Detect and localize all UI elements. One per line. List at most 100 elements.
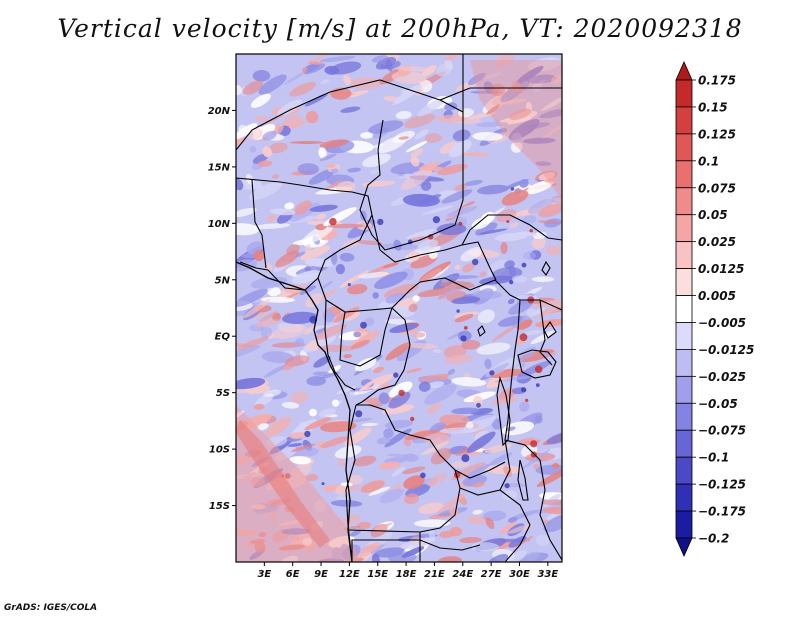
field-blob	[318, 408, 337, 418]
field-blob	[466, 431, 496, 453]
field-blob	[411, 332, 426, 338]
field-blob	[454, 264, 461, 270]
field-blob	[237, 336, 270, 351]
field-blob	[496, 209, 517, 223]
field-blob	[507, 517, 518, 523]
field-blob	[309, 408, 317, 417]
field-blob	[510, 141, 523, 153]
field-blob	[531, 236, 546, 250]
colorbar-max-arrow	[675, 61, 693, 81]
field-blob	[253, 403, 265, 410]
field-blob	[494, 232, 528, 242]
field-blob	[552, 462, 560, 469]
field-blob	[502, 490, 518, 501]
field-blob	[314, 324, 347, 340]
field-blob	[419, 267, 442, 284]
colorbar-swatch	[675, 214, 693, 243]
colorbar-swatch	[675, 510, 693, 539]
field-blob	[236, 207, 257, 218]
field-blob	[299, 285, 317, 295]
field-blob	[236, 85, 242, 96]
field-blob	[353, 331, 362, 338]
field-blob	[383, 283, 419, 298]
field-blob	[250, 93, 271, 108]
field-blob	[308, 340, 319, 352]
field-blob	[424, 133, 442, 143]
field-blob	[391, 466, 406, 477]
field-blob	[304, 63, 326, 74]
field-blob	[250, 276, 288, 289]
colorbar-swatch	[675, 483, 693, 512]
field-blob	[467, 72, 486, 86]
field-blob	[470, 542, 500, 552]
field-blob	[476, 342, 511, 355]
field-blob	[424, 384, 457, 405]
lon-label: 15E	[367, 569, 388, 580]
field-blob	[359, 379, 376, 392]
field-blob	[448, 139, 472, 158]
map-frame	[235, 53, 563, 563]
field-blob	[319, 153, 337, 161]
field-blob	[526, 74, 558, 84]
field-blob	[518, 349, 555, 363]
field-blob	[307, 61, 325, 65]
colorbar-swatch	[675, 322, 693, 350]
field-blob	[282, 362, 295, 371]
field-blob	[236, 377, 266, 390]
field-blob	[533, 463, 540, 470]
field-blob	[402, 193, 440, 207]
field-blob	[253, 249, 265, 262]
field-blob	[542, 118, 562, 139]
field-blob	[309, 204, 338, 212]
field-blob	[489, 83, 506, 96]
field-blob	[263, 364, 287, 378]
field-blob	[270, 208, 296, 216]
field-blob	[527, 198, 554, 214]
field-blob	[339, 252, 355, 262]
field-blob	[484, 358, 492, 369]
field-blob	[403, 438, 412, 447]
field-blob	[531, 82, 543, 92]
field-blob	[386, 59, 393, 72]
colorbar-swatch	[675, 133, 693, 162]
field-blob	[543, 513, 562, 533]
field-blob	[395, 110, 412, 120]
field-blob	[511, 275, 528, 283]
colorbar-label: 0.05	[698, 208, 728, 222]
lon-label: 21E	[424, 569, 445, 580]
field-blob	[417, 287, 454, 297]
field-blob	[271, 324, 307, 339]
field-blob	[423, 433, 451, 446]
colorbar-swatch	[675, 187, 693, 216]
field-blob	[372, 553, 381, 562]
field-blob	[522, 215, 537, 225]
field-blob	[262, 130, 277, 141]
colorbar-label: 0.15	[698, 100, 728, 114]
field-blob	[394, 84, 423, 104]
field-blob	[395, 66, 431, 72]
field-blob	[511, 132, 523, 143]
field-blob	[383, 428, 394, 439]
field-blob	[488, 452, 513, 466]
field-blob	[523, 330, 544, 336]
colorbar-label: 0.075	[698, 181, 736, 195]
field-blob	[312, 371, 332, 377]
field-blob	[382, 404, 415, 415]
field-blob	[324, 65, 339, 75]
field-blob	[347, 474, 363, 485]
colorbar-swatch	[675, 349, 693, 377]
colorbar-label: 0.175	[698, 74, 736, 88]
field-blob	[289, 81, 316, 97]
field-blob	[536, 468, 562, 487]
field-blob	[403, 475, 425, 490]
field-blob	[433, 349, 442, 354]
field-blob	[402, 466, 426, 474]
field-blob	[477, 309, 495, 324]
field-blob	[494, 375, 532, 383]
field-blob	[521, 449, 551, 470]
field-blob	[460, 246, 483, 262]
field-blob	[517, 319, 533, 331]
field-blob	[266, 214, 277, 223]
field-blob	[410, 148, 424, 158]
field-blob	[281, 401, 300, 409]
